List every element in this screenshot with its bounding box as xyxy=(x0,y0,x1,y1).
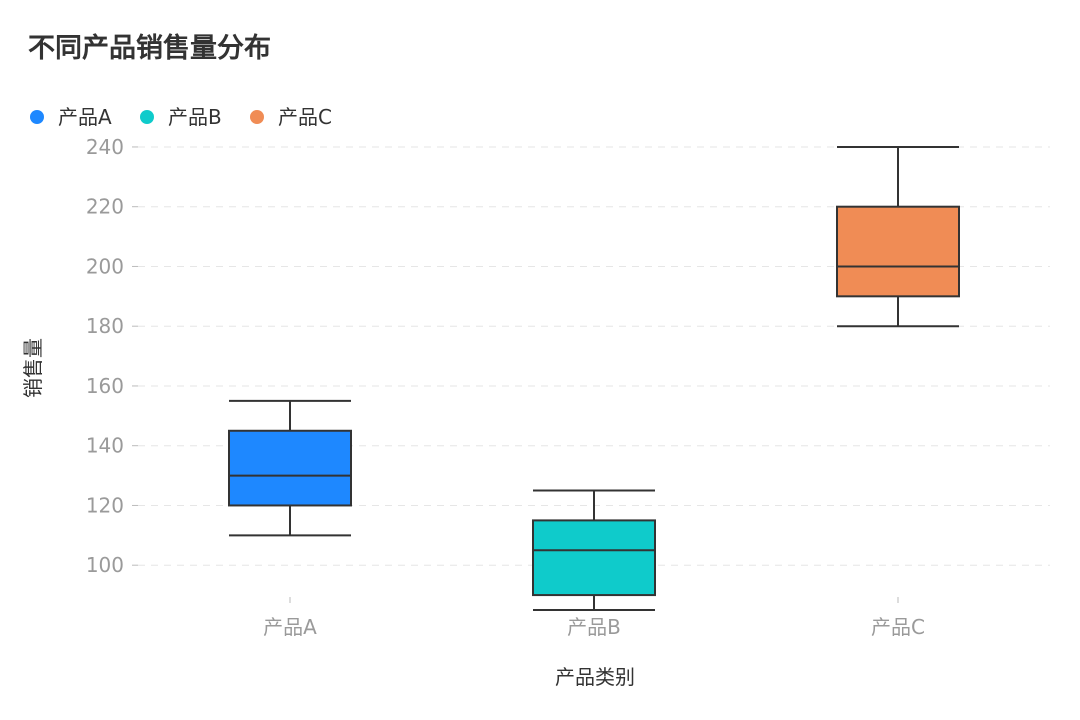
x-tick-label-1: 产品B xyxy=(567,615,621,639)
y-tick-label-1: 120 xyxy=(86,493,124,517)
legend-label-2: 产品C xyxy=(278,105,332,129)
boxes xyxy=(228,145,960,612)
y-axis-ticks: 100 120 140 160 180 200 220 240 xyxy=(86,135,138,577)
y-axis-title: 销售量 xyxy=(21,338,45,398)
y-tick-label-0: 100 xyxy=(86,553,124,577)
y-tick-label-6: 220 xyxy=(86,195,124,219)
x-tick-label-0: 产品A xyxy=(263,615,317,639)
legend-marker-0 xyxy=(30,110,44,124)
x-axis-ticks: 产品A 产品B 产品C xyxy=(263,597,925,639)
legend-label-0: 产品A xyxy=(58,105,112,129)
iqr-box-1 xyxy=(532,519,656,597)
y-tick-label-4: 180 xyxy=(86,314,124,338)
legend-marker-1 xyxy=(140,110,154,124)
legend-label-1: 产品B xyxy=(168,105,222,129)
chart-title: 不同产品销售量分布 xyxy=(28,32,271,64)
legend: 产品A 产品B 产品C xyxy=(30,105,332,129)
x-tick-label-2: 产品C xyxy=(871,615,925,639)
y-tick-label-5: 200 xyxy=(86,254,124,278)
iqr-box-0 xyxy=(228,429,352,507)
x-axis-title: 产品类别 xyxy=(555,665,635,689)
box-2 xyxy=(836,145,960,328)
box-1 xyxy=(532,489,656,612)
iqr-box-2 xyxy=(836,205,960,298)
legend-marker-2 xyxy=(250,110,264,124)
y-tick-label-2: 140 xyxy=(86,434,124,458)
y-tick-label-3: 160 xyxy=(86,374,124,398)
box-0 xyxy=(228,399,352,537)
y-tick-label-7: 240 xyxy=(86,135,124,159)
